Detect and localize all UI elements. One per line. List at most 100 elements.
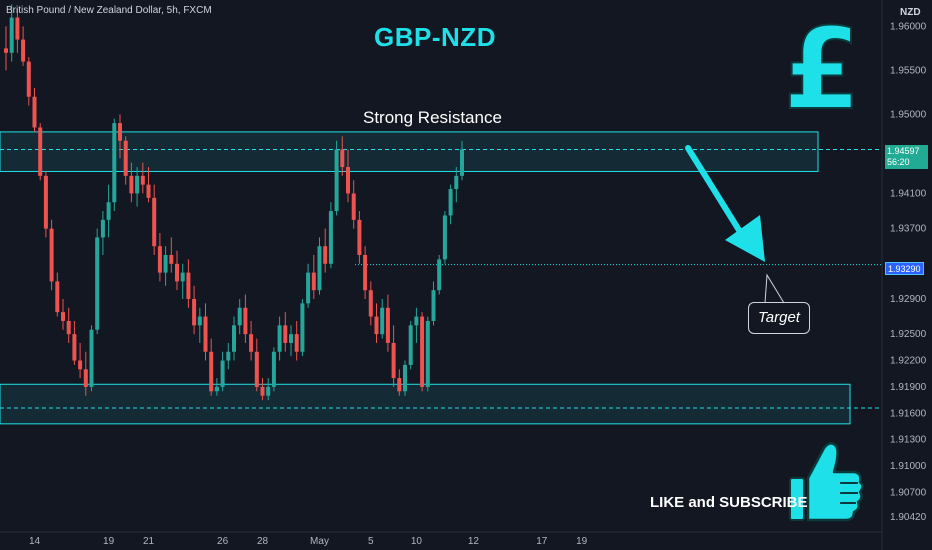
candle-body bbox=[220, 360, 225, 387]
candle-body bbox=[43, 175, 48, 229]
candle-body bbox=[152, 197, 157, 247]
y-tick-label: 1.90420 bbox=[890, 512, 927, 523]
candle-body bbox=[123, 140, 128, 176]
target-price-tag: 1.93290 bbox=[885, 262, 924, 275]
y-tick-label: 1.92500 bbox=[890, 329, 927, 340]
candle-body bbox=[243, 307, 248, 335]
candle-body bbox=[357, 219, 362, 256]
candle-body bbox=[323, 246, 328, 264]
candle-body bbox=[72, 334, 77, 361]
candle-body bbox=[317, 246, 322, 291]
symbol-info: British Pound / New Zealand Dollar, 5h, … bbox=[6, 5, 212, 16]
candle-body bbox=[437, 259, 442, 291]
candle-body bbox=[431, 290, 436, 321]
candle-body bbox=[175, 263, 179, 282]
current-price: 1.94597 bbox=[887, 146, 920, 156]
candle-body bbox=[32, 96, 37, 128]
x-tick-label: 17 bbox=[536, 536, 548, 547]
pound-sign-icon: £ bbox=[782, 4, 862, 136]
candle-body bbox=[180, 272, 185, 282]
candle-body bbox=[9, 17, 14, 53]
candle-body bbox=[351, 193, 356, 220]
candle-body bbox=[197, 316, 202, 326]
candle-body bbox=[15, 17, 20, 40]
candle-body bbox=[346, 167, 350, 194]
candle-body bbox=[186, 272, 191, 299]
like-subscribe-text: LIKE and SUBSCRIBE bbox=[650, 494, 808, 511]
candle-body bbox=[448, 189, 453, 216]
currency-label: NZD bbox=[900, 7, 921, 18]
candle-body bbox=[89, 329, 94, 387]
candle-body bbox=[254, 351, 259, 387]
candle-body bbox=[414, 316, 419, 326]
candle-body bbox=[61, 312, 65, 321]
candle-body bbox=[140, 175, 145, 185]
candle-body bbox=[106, 202, 111, 220]
candle-body bbox=[209, 351, 214, 392]
candle-body bbox=[334, 149, 339, 212]
down-arrow-head bbox=[725, 215, 765, 262]
candle-body bbox=[403, 364, 407, 392]
candle-body bbox=[460, 149, 464, 176]
candle-body bbox=[112, 123, 117, 203]
page-title: GBP-NZD bbox=[374, 22, 496, 52]
candle-body bbox=[214, 386, 219, 392]
candle-body bbox=[118, 123, 122, 141]
candle-body bbox=[163, 255, 168, 273]
x-tick-label: 12 bbox=[468, 536, 480, 547]
resistance-label: Strong Resistance bbox=[363, 108, 502, 127]
thumb-cuff bbox=[789, 477, 805, 521]
x-tick-label: 21 bbox=[143, 536, 155, 547]
candle-body bbox=[385, 307, 390, 343]
candle-body bbox=[66, 320, 71, 335]
candle-body bbox=[249, 334, 254, 352]
down-arrow-icon bbox=[685, 145, 745, 238]
y-tick-label: 1.96000 bbox=[890, 21, 927, 32]
candle-body bbox=[192, 298, 197, 326]
y-tick-label: 1.95000 bbox=[890, 109, 927, 120]
candle-body bbox=[408, 325, 413, 365]
candle-body bbox=[260, 386, 265, 396]
candle-body bbox=[454, 175, 459, 190]
candle-body bbox=[294, 334, 299, 352]
candle-body bbox=[135, 175, 140, 194]
candle-body bbox=[442, 215, 447, 260]
candle-body bbox=[129, 175, 134, 194]
candle-body bbox=[49, 228, 54, 282]
candle-body bbox=[237, 307, 242, 326]
candle-body bbox=[55, 281, 60, 313]
candle-body bbox=[78, 360, 83, 370]
current-price-tag: 1.94597 56:20 bbox=[885, 145, 928, 169]
y-tick-label: 1.93700 bbox=[890, 224, 927, 235]
x-tick-label: 10 bbox=[411, 536, 423, 547]
candle-body bbox=[226, 351, 231, 361]
candle-body bbox=[380, 307, 385, 335]
candle-body bbox=[283, 325, 288, 343]
candle-body bbox=[300, 303, 305, 352]
candle-body bbox=[83, 369, 88, 387]
y-tick-label: 1.91000 bbox=[890, 461, 927, 472]
candle-body bbox=[391, 342, 396, 379]
y-tick-label: 1.91300 bbox=[890, 435, 927, 446]
bar-countdown: 56:20 bbox=[887, 157, 910, 167]
candle-body bbox=[203, 316, 208, 352]
candle-body bbox=[328, 211, 333, 264]
candle-body bbox=[425, 320, 430, 387]
candle-body bbox=[21, 39, 26, 62]
candle-body bbox=[4, 48, 8, 53]
x-tick-label: 26 bbox=[217, 536, 229, 547]
candle-body bbox=[271, 351, 276, 387]
x-tick-label: 14 bbox=[29, 536, 41, 547]
target-callout: Target bbox=[748, 302, 810, 334]
x-tick-label: May bbox=[310, 536, 329, 547]
candle-body bbox=[420, 316, 425, 387]
pound-glyph: £ bbox=[783, 5, 861, 135]
candle-body bbox=[26, 61, 31, 97]
candle-body bbox=[38, 127, 43, 176]
y-tick-label: 1.92200 bbox=[890, 356, 927, 367]
x-tick-label: 19 bbox=[103, 536, 115, 547]
thumbs-up-icon bbox=[789, 442, 864, 522]
candle-body bbox=[146, 184, 151, 198]
